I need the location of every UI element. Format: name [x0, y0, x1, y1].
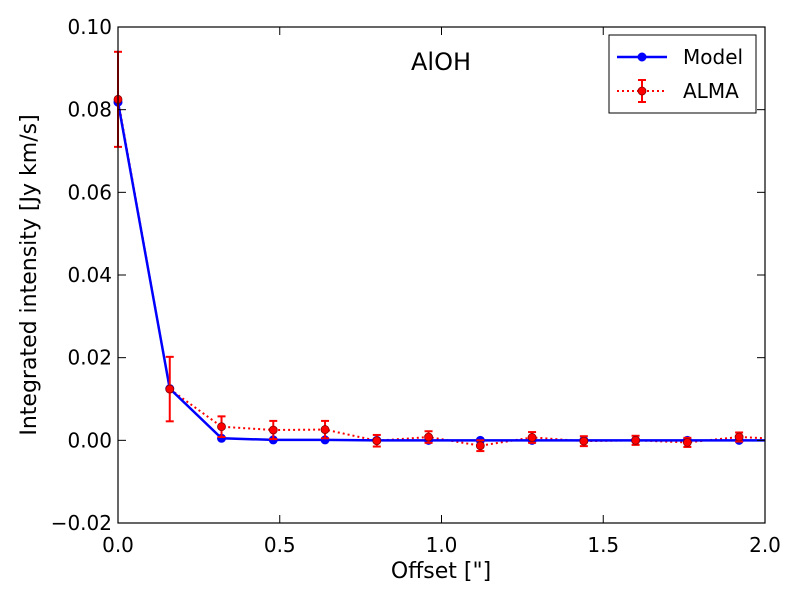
alma-point — [579, 436, 589, 446]
y-axis-label: Integrated intensity [Jy km/s] — [17, 114, 42, 435]
alma-point — [424, 432, 433, 442]
alma-point — [372, 436, 382, 446]
y-tick-label: 0.00 — [67, 428, 112, 452]
alma-point — [631, 435, 640, 445]
x-tick-label: 0.0 — [102, 533, 134, 557]
chart-title: AlOH — [411, 48, 471, 76]
legend-alma-label: ALMA — [683, 79, 739, 103]
alma-series-line — [117, 99, 766, 447]
alma-point — [734, 432, 744, 442]
alma-point — [217, 422, 226, 432]
alma-point — [268, 425, 278, 435]
model-series-line — [116, 102, 765, 442]
x-tick-label: 1.0 — [426, 533, 458, 557]
y-tick-label: 0.06 — [67, 180, 112, 204]
alma-point — [682, 437, 692, 447]
legend-box — [608, 34, 757, 114]
y-tick-label: 0.04 — [67, 263, 112, 287]
legend-model-label: Model — [683, 45, 743, 69]
y-tick-label: 0.02 — [67, 346, 112, 370]
alma-point — [165, 384, 175, 394]
alma-point — [320, 425, 330, 434]
x-tick-label: 1.5 — [587, 533, 619, 557]
legend-alma-marker — [637, 86, 647, 96]
chart-marks — [113, 50, 766, 453]
y-tick-label: 0.10 — [67, 15, 112, 39]
alma-point — [475, 441, 485, 451]
x-tick-label: 2.0 — [749, 533, 781, 557]
legend: Model ALMA — [608, 34, 757, 114]
alma-point — [527, 433, 537, 442]
y-tick-label: −0.02 — [51, 511, 112, 535]
plot-frame — [117, 26, 766, 524]
x-tick-label: 0.5 — [264, 533, 296, 557]
x-axis-label: Offset ["] — [391, 559, 491, 584]
legend-model-marker — [637, 52, 647, 62]
y-tick-label: 0.08 — [67, 98, 112, 122]
